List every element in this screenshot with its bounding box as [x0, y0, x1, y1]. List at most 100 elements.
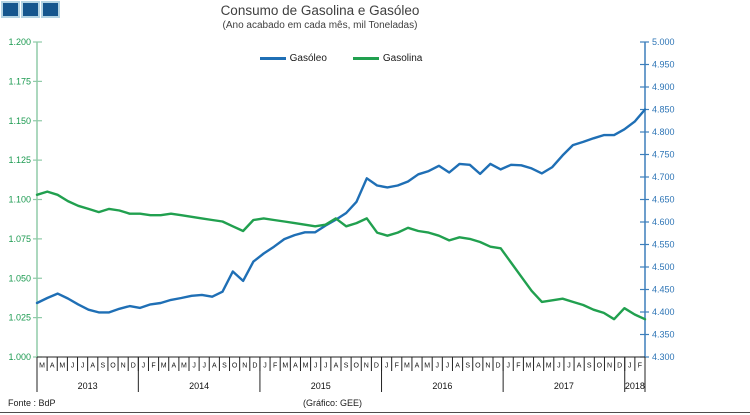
- month-label: M: [282, 363, 288, 370]
- right-axis: 5.000 4.950 4.900 4.850 4.800 4.750 4.700 4.650…: [640, 37, 675, 362]
- header-square-icon: [1, 1, 20, 18]
- month-label: N: [485, 363, 490, 370]
- right-axis-tick-label: 4.500: [652, 262, 675, 272]
- month-label: J: [81, 363, 85, 370]
- right-axis-tick-label: 5.000: [652, 37, 675, 47]
- year-label: 2017: [554, 381, 574, 391]
- source-note: Fonte : BdP: [8, 398, 56, 408]
- right-axis-tick-label: 4.600: [652, 217, 675, 227]
- month-label: D: [617, 363, 622, 370]
- gasoleo-line: [35, 108, 647, 314]
- header-square-icon: [41, 1, 60, 18]
- legend-item-gasoleo: Gasóleo: [259, 53, 327, 64]
- legend-label-gasoleo: Gasóleo: [289, 53, 327, 64]
- right-axis-tick-label: 4.650: [652, 195, 675, 205]
- month-label: M: [59, 363, 65, 370]
- year-label: 2016: [432, 381, 452, 391]
- month-label: J: [506, 363, 510, 370]
- month-label: N: [364, 363, 369, 370]
- month-label: S: [222, 363, 227, 370]
- month-label: D: [131, 363, 136, 370]
- month-label: A: [536, 363, 541, 370]
- page-subtitle: (Ano acabado em cada mês, mil Toneladas): [222, 20, 418, 31]
- year-labels: 2013 2014 2015 2016 2017 2018: [36, 357, 646, 392]
- month-label: J: [202, 363, 206, 370]
- month-label: J: [324, 363, 328, 370]
- bottom-border: [0, 412, 750, 413]
- month-label: M: [526, 363, 532, 370]
- month-label: F: [273, 363, 277, 370]
- month-label: A: [90, 363, 95, 370]
- month-label: M: [404, 363, 410, 370]
- right-axis-tick-label: 4.900: [652, 82, 675, 92]
- left-axis-tick-label: 1.125: [8, 155, 31, 165]
- month-label: D: [374, 363, 379, 370]
- month-label: F: [151, 363, 155, 370]
- month-label: A: [334, 363, 339, 370]
- month-label: J: [71, 363, 75, 370]
- gasoleo-line-swatch-icon: [259, 57, 286, 60]
- month-label: A: [455, 363, 460, 370]
- month-label: J: [436, 363, 440, 370]
- left-axis-tick-label: 1.150: [8, 116, 31, 126]
- right-axis-tick-label: 4.750: [652, 150, 675, 160]
- left-axis-tick-label: 1.075: [8, 234, 31, 244]
- left-axis-tick-label: 1.000: [8, 352, 31, 362]
- header-square-icon: [21, 1, 40, 18]
- month-label: A: [415, 363, 420, 370]
- month-label: N: [242, 363, 247, 370]
- month-label: O: [232, 363, 238, 370]
- month-label: N: [121, 363, 126, 370]
- credit-note: (Gráfico: GEE): [303, 398, 363, 408]
- year-label: 2018: [625, 381, 645, 391]
- left-axis: 1.200 1.175 1.150 1.125 1.100 1.075 1.050 1.025…: [8, 37, 42, 362]
- right-axis-tick-label: 4.800: [652, 127, 675, 137]
- month-label: J: [557, 363, 561, 370]
- right-axis-tick-label: 4.850: [652, 105, 675, 115]
- month-label: N: [607, 363, 612, 370]
- month-label: M: [181, 363, 187, 370]
- month-label: M: [424, 363, 430, 370]
- left-axis-tick-label: 1.200: [8, 37, 31, 47]
- right-axis-tick-label: 4.700: [652, 172, 675, 182]
- gasolina-line: [35, 190, 647, 321]
- right-axis-tick-label: 4.950: [652, 60, 675, 70]
- month-label: F: [638, 363, 642, 370]
- month-label: O: [597, 363, 603, 370]
- month-label: M: [546, 363, 552, 370]
- month-label: A: [50, 363, 55, 370]
- left-axis-tick-label: 1.100: [8, 195, 31, 205]
- month-label: M: [39, 363, 45, 370]
- right-axis-tick-label: 4.450: [652, 285, 675, 295]
- month-label: J: [628, 363, 632, 370]
- month-label: A: [171, 363, 176, 370]
- right-axis-tick-label: 4.350: [652, 330, 675, 340]
- year-label: 2013: [78, 381, 98, 391]
- right-axis-tick-label: 4.550: [652, 240, 675, 250]
- month-label: O: [353, 363, 359, 370]
- month-label: S: [465, 363, 470, 370]
- month-label: A: [293, 363, 298, 370]
- left-axis-tick-label: 1.025: [8, 313, 31, 323]
- month-label: A: [212, 363, 217, 370]
- month-label: J: [263, 363, 267, 370]
- right-axis-tick-label: 4.400: [652, 307, 675, 317]
- month-label: F: [516, 363, 520, 370]
- right-axis-tick-label: 4.300: [652, 352, 675, 362]
- month-label: J: [142, 363, 146, 370]
- left-axis-tick-label: 1.050: [8, 273, 31, 283]
- chart-legend: Gasóleo Gasolina: [37, 53, 645, 64]
- gasolina-line-swatch-icon: [352, 57, 379, 60]
- month-label: D: [252, 363, 257, 370]
- legend-label-gasolina: Gasolina: [382, 53, 423, 64]
- month-label: O: [475, 363, 481, 370]
- month-label: J: [385, 363, 389, 370]
- page-title: Consumo de Gasolina e Gasóleo: [220, 3, 420, 18]
- legend-item-gasolina: Gasolina: [352, 53, 423, 64]
- month-label: O: [110, 363, 116, 370]
- left-axis-tick-label: 1.175: [8, 76, 31, 86]
- month-label: J: [446, 363, 450, 370]
- month-label: M: [161, 363, 167, 370]
